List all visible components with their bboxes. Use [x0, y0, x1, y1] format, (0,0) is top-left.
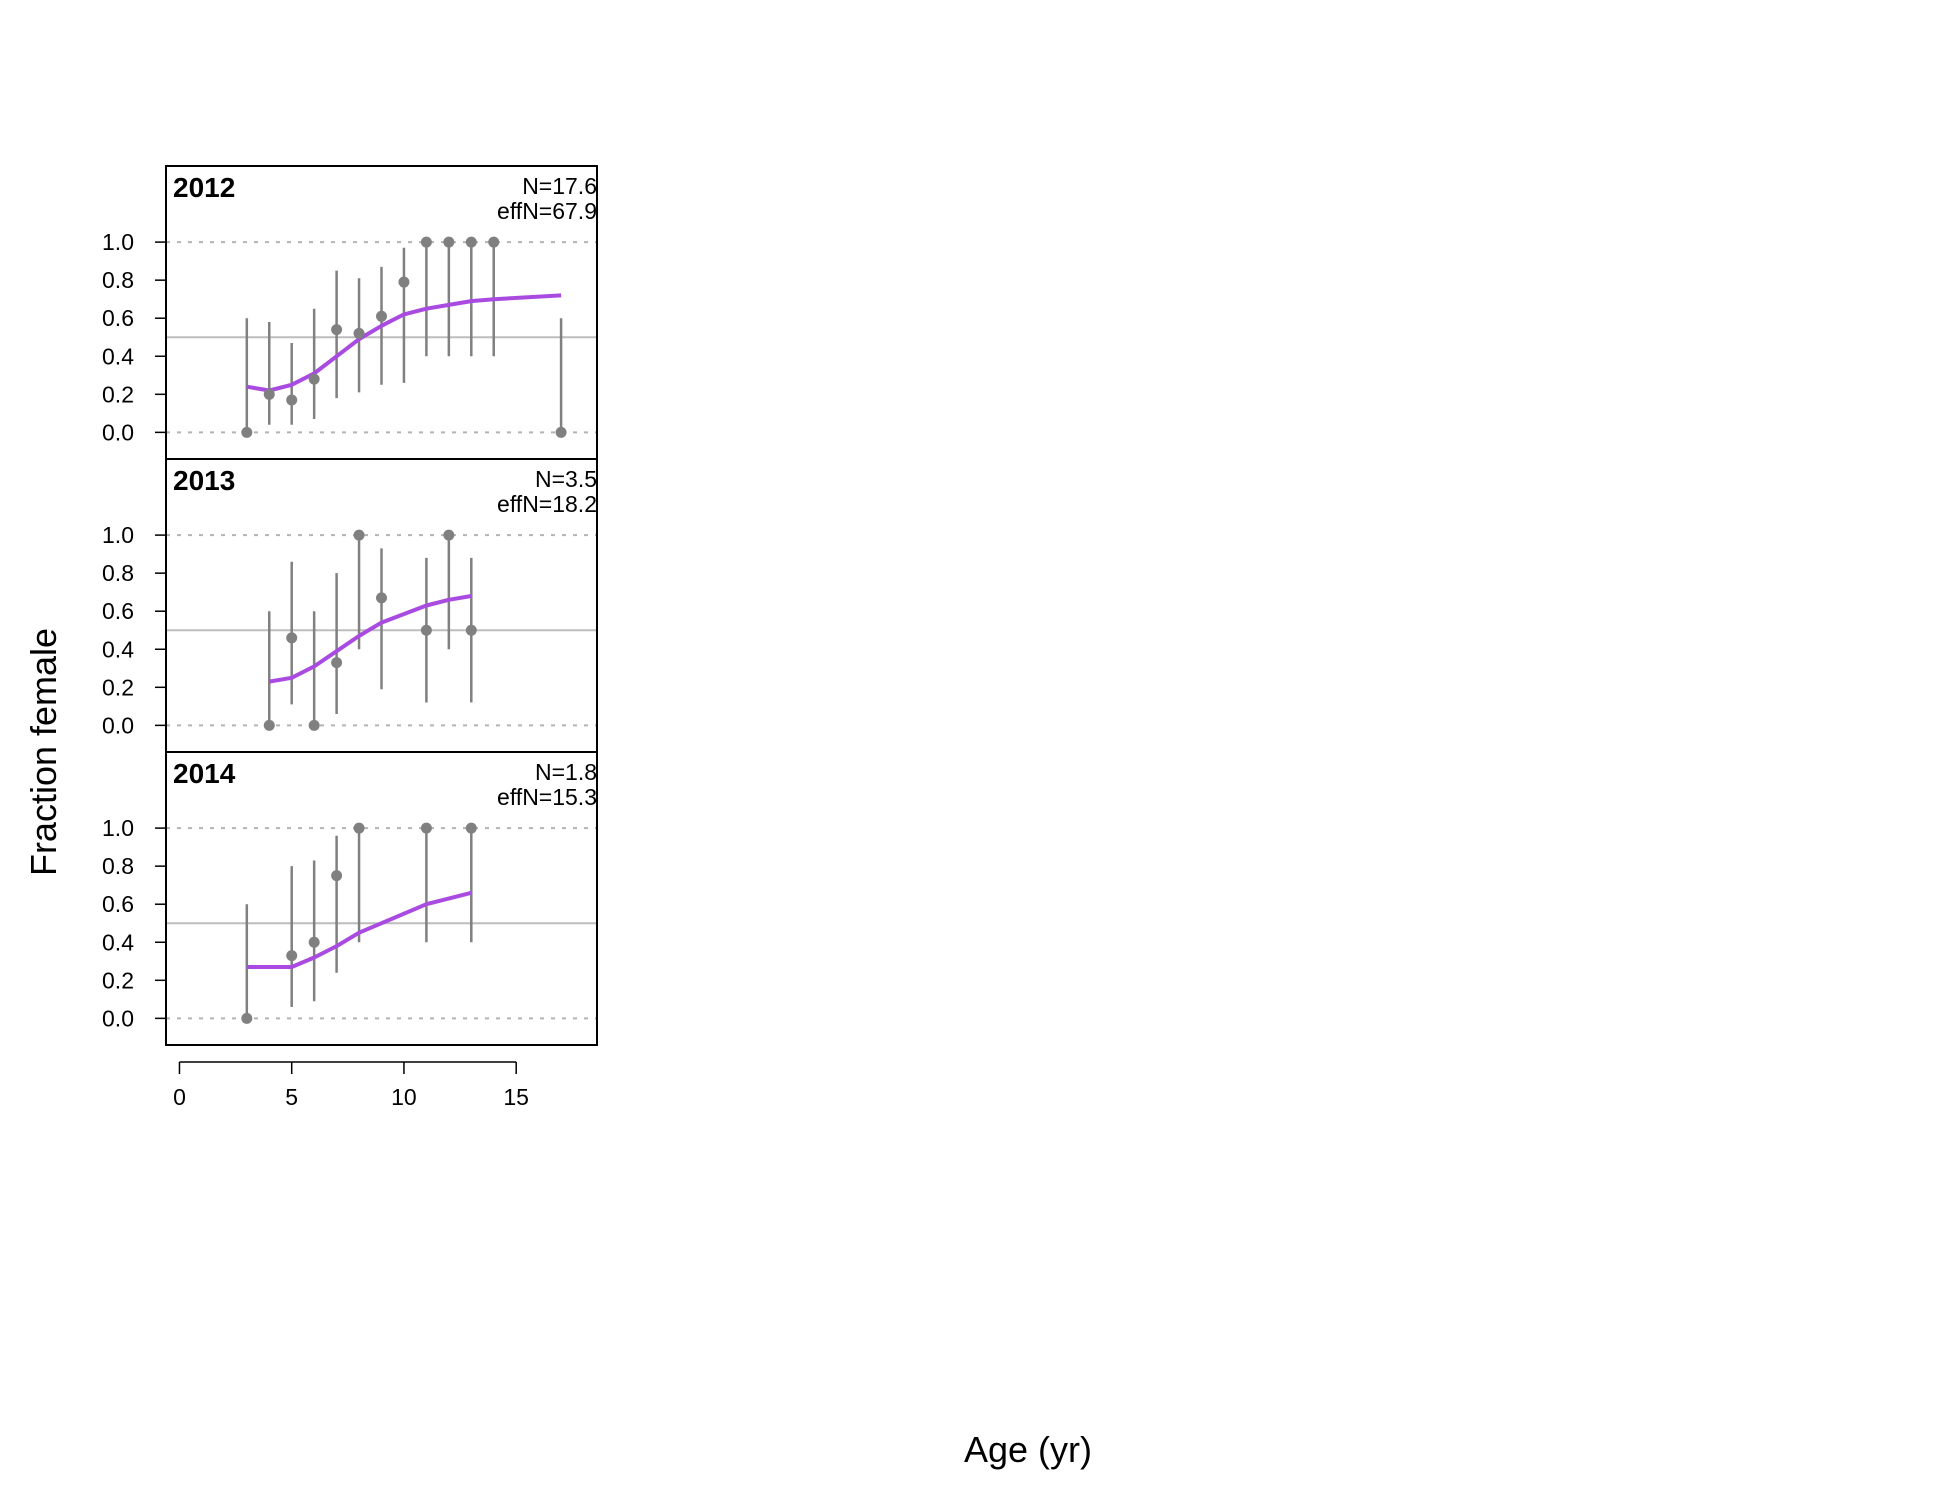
x-tick-label: 15: [503, 1084, 529, 1110]
observed-point: [420, 624, 432, 636]
sample-size-label: N=3.5: [535, 466, 597, 492]
x-axis-label: Age (yr): [964, 1429, 1092, 1470]
y-tick-label: 1.0: [102, 522, 134, 548]
y-tick-label: 0.8: [102, 853, 134, 879]
observed-point: [555, 426, 567, 438]
observed-point: [263, 388, 275, 400]
observed-point: [241, 1012, 253, 1024]
sample-size-label: N=17.6: [522, 173, 597, 199]
y-tick-label: 1.0: [102, 815, 134, 841]
y-tick-label: 0.8: [102, 267, 134, 293]
observed-point: [263, 719, 275, 731]
effective-sample-size-label: effN=15.3: [497, 784, 597, 810]
observed-point: [353, 822, 365, 834]
y-tick-label: 0.6: [102, 598, 134, 624]
expected-fraction-line: [246, 890, 472, 969]
y-tick-label: 0.2: [102, 381, 134, 407]
observed-point: [353, 529, 365, 541]
y-axis-label: Fraction female: [23, 628, 64, 876]
observed-point: [286, 632, 298, 644]
observed-point: [286, 950, 298, 962]
y-tick-label: 0.4: [102, 343, 134, 369]
y-tick-label: 0.0: [102, 1005, 134, 1031]
observed-point: [331, 870, 343, 882]
sample-size-label: N=1.8: [535, 759, 597, 785]
x-tick-label: 0: [173, 1084, 186, 1110]
observed-point: [443, 529, 455, 541]
y-tick-label: 0.0: [102, 419, 134, 445]
y-tick-label: 0.4: [102, 929, 134, 955]
observed-point: [308, 719, 320, 731]
y-tick-label: 0.2: [102, 674, 134, 700]
observed-point: [465, 624, 477, 636]
observed-point: [286, 394, 298, 406]
x-axis: 0 5 10 15: [173, 1061, 529, 1110]
panel-year-label: 2012: [173, 172, 235, 203]
observed-point: [465, 236, 477, 248]
observed-point: [376, 592, 387, 604]
observed-point: [308, 936, 320, 948]
panel-year-label: 2014: [173, 758, 236, 789]
y-tick-label: 0.6: [102, 891, 134, 917]
x-tick-label: 5: [285, 1084, 298, 1110]
panel-frame: [165, 751, 598, 1046]
observed-point: [420, 822, 432, 834]
observed-point: [398, 276, 410, 288]
y-tick-label: 0.2: [102, 967, 134, 993]
y-tick-label: 0.4: [102, 636, 134, 662]
effective-sample-size-label: effN=67.9: [497, 198, 597, 224]
observed-point: [488, 236, 500, 248]
expected-fraction-line: [246, 293, 562, 393]
observed-point: [331, 324, 343, 336]
observed-point: [443, 236, 455, 248]
expected-fraction-line: [268, 594, 472, 684]
effective-sample-size-label: effN=18.2: [497, 491, 597, 517]
observed-point: [353, 327, 365, 339]
observed-point: [308, 373, 320, 385]
y-tick-label: 0.0: [102, 712, 134, 738]
observed-point: [331, 657, 343, 669]
observed-point: [465, 822, 477, 834]
y-tick-label: 1.0: [102, 229, 134, 255]
observed-point: [241, 426, 253, 438]
x-tick-label: 10: [391, 1084, 417, 1110]
y-tick-label: 0.8: [102, 560, 134, 586]
y-tick-label: 0.6: [102, 305, 134, 331]
observed-point: [420, 236, 432, 248]
panel-year-label: 2013: [173, 465, 235, 496]
observed-point: [376, 310, 387, 322]
